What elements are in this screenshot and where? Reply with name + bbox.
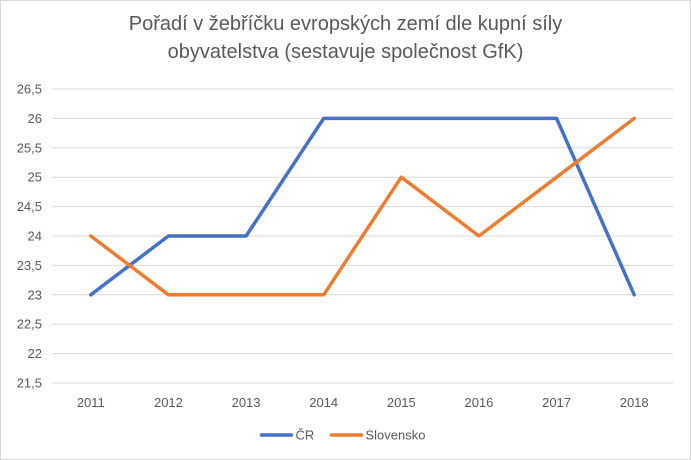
y-axis: 21,5 22 22,5 23 23,5 24 24,5 25 25,5 26 26,5: [17, 82, 42, 391]
y-tick-label: 22: [28, 346, 42, 361]
x-tick-label: 2013: [232, 395, 261, 410]
y-tick-label: 26: [28, 111, 42, 126]
chart-title-line1: Pořadí v žebříčku evropských zemí dle ku…: [128, 13, 563, 35]
series-line: [89, 116, 636, 297]
y-tick-label: 25: [28, 170, 42, 185]
chart-title: Pořadí v žebříčku evropských zemí dle ku…: [0, 10, 691, 66]
y-tick-label: 24: [28, 229, 42, 244]
y-tick-label: 25,5: [17, 140, 42, 155]
chart-title-line2: obyvatelstva (sestavuje společnost GfK): [167, 41, 524, 63]
x-tick-label: 2017: [542, 395, 571, 410]
x-tick-label: 2018: [620, 395, 649, 410]
legend-label: Slovensko: [366, 428, 426, 443]
y-tick-label: 26,5: [17, 82, 42, 97]
x-tick-label: 2014: [309, 395, 338, 410]
y-tick-label: 24,5: [17, 199, 42, 214]
legend-label: ČR: [296, 428, 315, 443]
x-axis: 2011 2012 2013 2014 2015 2016 2017 2018: [77, 395, 649, 410]
series-line: [89, 116, 636, 297]
x-tick-label: 2016: [464, 395, 493, 410]
legend: ČR Slovensko: [259, 428, 426, 443]
y-tick-label: 23,5: [17, 258, 42, 273]
y-tick-label: 23: [28, 287, 42, 302]
x-tick-label: 2015: [387, 395, 416, 410]
series-lines: [89, 116, 636, 297]
x-tick-label: 2011: [77, 395, 105, 410]
y-tick-label: 21,5: [17, 376, 42, 391]
x-tick-label: 2012: [154, 395, 183, 410]
y-tick-label: 22,5: [17, 317, 42, 332]
